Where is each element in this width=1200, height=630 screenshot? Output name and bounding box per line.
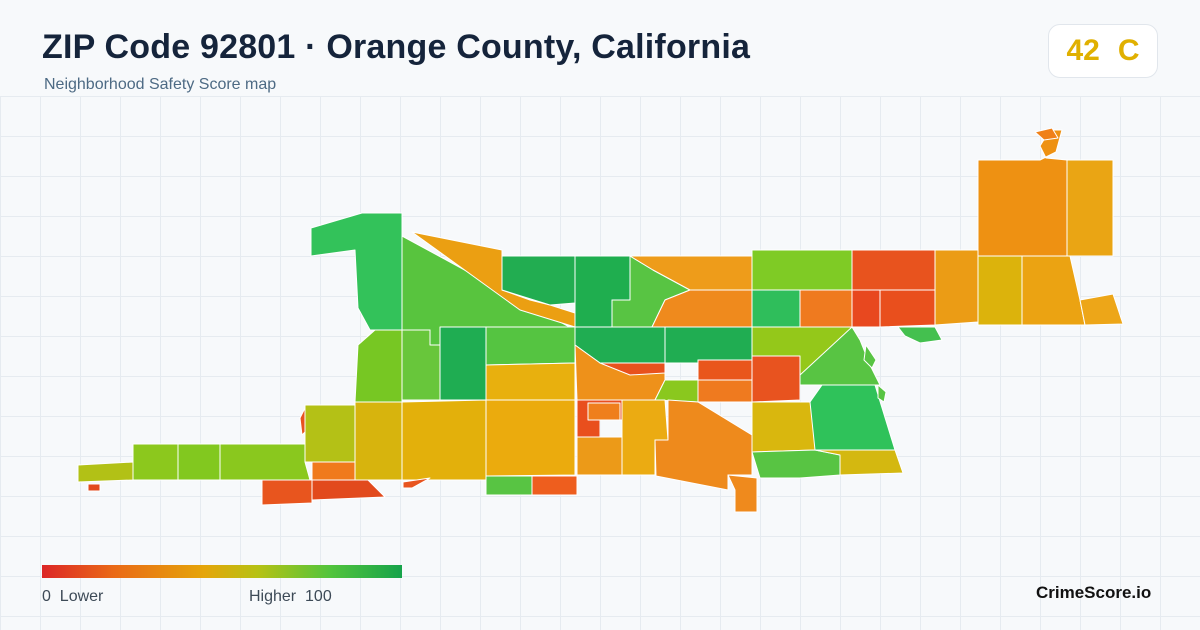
map-region[interactable] bbox=[799, 289, 853, 328]
map-region[interactable] bbox=[977, 255, 1023, 326]
map-region[interactable] bbox=[354, 329, 403, 403]
map-region[interactable] bbox=[354, 401, 403, 481]
map-region[interactable] bbox=[501, 255, 576, 306]
map-region[interactable] bbox=[751, 449, 841, 479]
map-region[interactable] bbox=[751, 289, 801, 328]
map-region[interactable] bbox=[310, 212, 403, 331]
map-region[interactable] bbox=[1034, 127, 1059, 141]
map-region[interactable] bbox=[879, 289, 936, 328]
map-region[interactable] bbox=[897, 326, 943, 344]
map-region[interactable] bbox=[87, 483, 101, 492]
map-region[interactable] bbox=[863, 344, 877, 369]
legend-max-value: 100 bbox=[305, 588, 332, 605]
safety-score-value: 42 bbox=[1066, 34, 1100, 67]
map-region[interactable] bbox=[1066, 159, 1114, 257]
safety-score-card: 42 C bbox=[1048, 24, 1158, 78]
map-region[interactable] bbox=[485, 362, 576, 401]
map-region[interactable] bbox=[977, 129, 1068, 257]
map-region[interactable] bbox=[654, 399, 753, 491]
map-region[interactable] bbox=[401, 399, 487, 481]
map-region[interactable] bbox=[219, 443, 311, 481]
brand-logo-text[interactable]: CrimeScore.io bbox=[1036, 583, 1152, 602]
map-region[interactable] bbox=[599, 362, 666, 376]
map-region[interactable] bbox=[576, 436, 623, 476]
map-region[interactable] bbox=[485, 475, 533, 496]
map-region[interactable] bbox=[877, 384, 887, 403]
legend-gradient-bar bbox=[42, 565, 402, 578]
map-region[interactable] bbox=[531, 475, 578, 496]
safety-score-grade: C bbox=[1117, 34, 1140, 67]
map-region[interactable] bbox=[299, 407, 306, 436]
map-region[interactable] bbox=[697, 379, 753, 403]
map-region[interactable] bbox=[402, 477, 431, 489]
map-region[interactable] bbox=[132, 443, 179, 481]
map-region[interactable] bbox=[851, 289, 881, 328]
map-region[interactable] bbox=[304, 404, 356, 463]
legend-min-label: 0 Lower bbox=[42, 588, 103, 606]
map-region[interactable] bbox=[77, 461, 134, 483]
map-region[interactable] bbox=[439, 326, 487, 401]
map-region[interactable] bbox=[587, 402, 621, 421]
legend-low-text: Lower bbox=[59, 588, 104, 605]
map-region[interactable] bbox=[311, 461, 356, 481]
map-region[interactable] bbox=[751, 355, 801, 403]
map-region[interactable] bbox=[261, 479, 313, 506]
map-region[interactable] bbox=[697, 359, 753, 381]
map-region[interactable] bbox=[751, 401, 821, 453]
map-region[interactable] bbox=[664, 326, 753, 364]
legend-min-value: 0 bbox=[42, 588, 51, 605]
map-region[interactable] bbox=[485, 326, 576, 366]
map-region[interactable] bbox=[814, 449, 904, 476]
map-region[interactable] bbox=[1021, 255, 1086, 326]
page-subtitle: Neighborhood Safety Score map bbox=[44, 76, 277, 93]
legend-high-text: Higher bbox=[249, 588, 297, 605]
map-region[interactable] bbox=[751, 249, 853, 291]
map-region[interactable] bbox=[177, 443, 221, 481]
map-region[interactable] bbox=[727, 474, 758, 513]
map-region[interactable] bbox=[1079, 293, 1124, 326]
map-region[interactable] bbox=[311, 479, 386, 501]
page-title: ZIP Code 92801 · Orange County, Californ… bbox=[42, 28, 751, 66]
legend-max-label: Higher 100 bbox=[249, 588, 332, 606]
map-region[interactable] bbox=[485, 399, 576, 477]
map-region[interactable] bbox=[934, 249, 979, 326]
map-region[interactable] bbox=[851, 249, 936, 291]
